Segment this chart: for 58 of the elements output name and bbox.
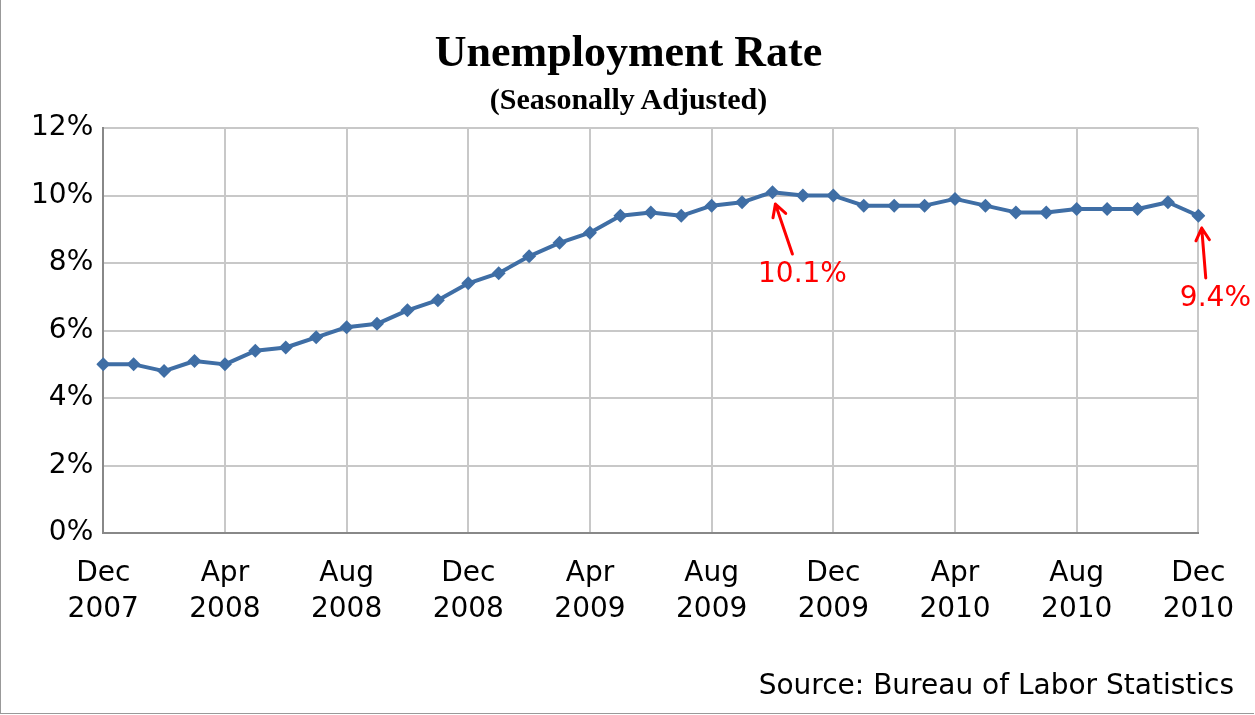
point [674, 208, 689, 223]
point [96, 357, 111, 372]
x-tick-label: Apr 2008 [189, 554, 261, 625]
x-tick-label: Aug 2008 [310, 554, 383, 625]
point [1039, 205, 1054, 220]
point [1130, 202, 1145, 217]
x-tick-label: Apr 2009 [554, 554, 626, 625]
point [491, 266, 506, 281]
point [613, 208, 628, 223]
point [126, 357, 141, 372]
y-tick-label: 12% [31, 109, 94, 143]
point [248, 343, 263, 358]
point [370, 316, 385, 331]
point [157, 364, 172, 379]
point [917, 198, 932, 213]
annotation: 9.4% [1179, 279, 1252, 313]
point [1191, 208, 1206, 223]
point [765, 185, 780, 200]
x-tick-label: Dec 2009 [797, 554, 869, 625]
point [430, 293, 445, 308]
point [856, 198, 871, 213]
point [826, 188, 841, 203]
chart-subtitle: (Seasonally Adjusted) [489, 82, 768, 115]
point [461, 276, 476, 291]
point [309, 330, 324, 345]
x-tick-label: Dec 2008 [432, 554, 504, 625]
x-tick-label: Aug 2010 [1041, 554, 1113, 625]
point [643, 205, 658, 220]
point [1008, 205, 1023, 220]
point [339, 320, 354, 335]
point [582, 225, 597, 240]
point [735, 195, 750, 210]
point [887, 198, 902, 213]
source-note: Source: Bureau of Labor Statistics [758, 668, 1234, 701]
x-tick-label: Aug 2009 [676, 554, 748, 625]
point [1160, 195, 1175, 210]
x-tick-label: Dec 2007 [67, 554, 139, 625]
y-tick-label: 10% [31, 176, 94, 210]
point [704, 198, 719, 213]
point [400, 303, 415, 318]
point [278, 340, 293, 355]
y-tick-label: 8% [48, 244, 94, 278]
point [552, 235, 567, 250]
point [948, 191, 963, 206]
point [217, 357, 232, 372]
point [978, 198, 993, 213]
y-tick-label: 6% [48, 311, 94, 345]
point [1069, 202, 1084, 217]
x-tick-label: Dec 2010 [1162, 554, 1234, 625]
y-tick-label: 4% [48, 379, 94, 413]
chart-title: Unemployment Rate [433, 27, 824, 76]
x-tick-label: Apr 2010 [919, 554, 991, 625]
point [522, 249, 537, 264]
point [795, 188, 810, 203]
point [187, 353, 202, 368]
y-tick-label: 0% [48, 514, 94, 548]
y-tick-label: 2% [48, 446, 94, 480]
annotation: 10.1% [758, 256, 847, 290]
